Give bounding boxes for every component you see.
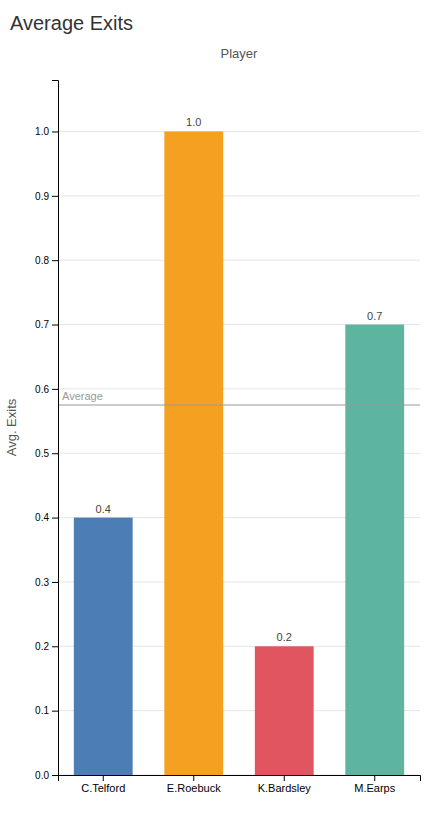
chart: Average Exits 0.0 0.1 0.2 0.3 0.4 0.5 0.6 0.7 0.8… (0, 0, 436, 819)
tick-mark (52, 775, 58, 776)
data-label: 0.7 (367, 310, 382, 322)
tick-label: 0.6 (35, 384, 49, 395)
tick-label: 0.9 (35, 191, 49, 202)
tick-label: K.Bardsley (258, 782, 312, 794)
tick-mark (52, 196, 58, 197)
tick-label: 0.7 (35, 319, 49, 330)
tick-label: E.Roebuck (167, 782, 221, 794)
marks (58, 131, 420, 775)
bar (255, 646, 314, 775)
tick-label: C.Telford (81, 782, 125, 794)
tick-mark (52, 453, 58, 454)
bar (164, 131, 223, 775)
tick: C.Telford (81, 775, 125, 794)
tick-mark (52, 325, 58, 326)
tick: K.Bardsley (258, 775, 312, 794)
tick-label: 0.2 (35, 641, 49, 652)
tick-mark (193, 775, 194, 781)
tick: 1.0 (35, 126, 58, 137)
bar (345, 325, 404, 775)
tick-label: 0.0 (35, 770, 49, 781)
data-label: 0.2 (277, 631, 292, 643)
tick-mark (52, 389, 58, 390)
y-axis-title: Avg. Exits (4, 398, 19, 456)
average-label: Average (62, 390, 103, 402)
data-labels: 0.4 1.0 0.2 0.7 (96, 116, 383, 643)
tick: 0.0 (35, 770, 58, 781)
tick-label: 0.4 (35, 512, 49, 523)
x-axis: C.Telford E.Roebuck K.Bardsley M.Earps (59, 775, 421, 794)
title: Average Exits (10, 12, 133, 34)
data-label: 0.4 (96, 503, 111, 515)
tick-mark (374, 775, 375, 781)
tick: 0.5 (35, 448, 58, 459)
grid-line (58, 260, 420, 261)
tick-mark (52, 646, 58, 647)
plot: 0.0 0.1 0.2 0.3 0.4 0.5 0.6 0.7 0.8 0.9 1.0 C.Telfo… (35, 81, 420, 794)
tick: E.Roebuck (167, 775, 221, 794)
tick: 0.8 (35, 255, 58, 266)
tick-mark (52, 260, 58, 261)
tick: M.Earps (354, 775, 395, 794)
tick: 0.3 (35, 577, 58, 588)
tick-mark (284, 775, 285, 781)
tick: 0.1 (35, 705, 58, 716)
average-line (58, 404, 420, 405)
tick: 0.2 (35, 641, 58, 652)
tick-mark (52, 518, 58, 519)
tick: 0.6 (35, 384, 58, 395)
tick: 0.4 (35, 512, 58, 523)
tick-mark (52, 131, 58, 132)
y-axis: 0.0 0.1 0.2 0.3 0.4 0.5 0.6 0.7 0.8 0.9 1.0 (35, 81, 58, 781)
tick-label: 0.5 (35, 448, 49, 459)
tick-mark (103, 775, 104, 781)
bar (74, 518, 133, 775)
tick-label: 1.0 (35, 126, 49, 137)
tick-label: 0.1 (35, 705, 49, 716)
tick-mark (52, 711, 58, 712)
tick: 0.7 (35, 319, 58, 330)
x-axis-title: Player (221, 46, 259, 61)
axis-line (52, 81, 59, 776)
axis-line (59, 776, 421, 782)
tick-label: M.Earps (354, 782, 395, 794)
tick: 0.9 (35, 191, 58, 202)
grid-line (58, 195, 420, 196)
grid (58, 131, 420, 775)
data-label: 1.0 (186, 116, 201, 128)
grid-line (58, 131, 420, 132)
tick-label: 0.8 (35, 255, 49, 266)
tick-mark (52, 582, 58, 583)
tick-label: 0.3 (35, 577, 49, 588)
